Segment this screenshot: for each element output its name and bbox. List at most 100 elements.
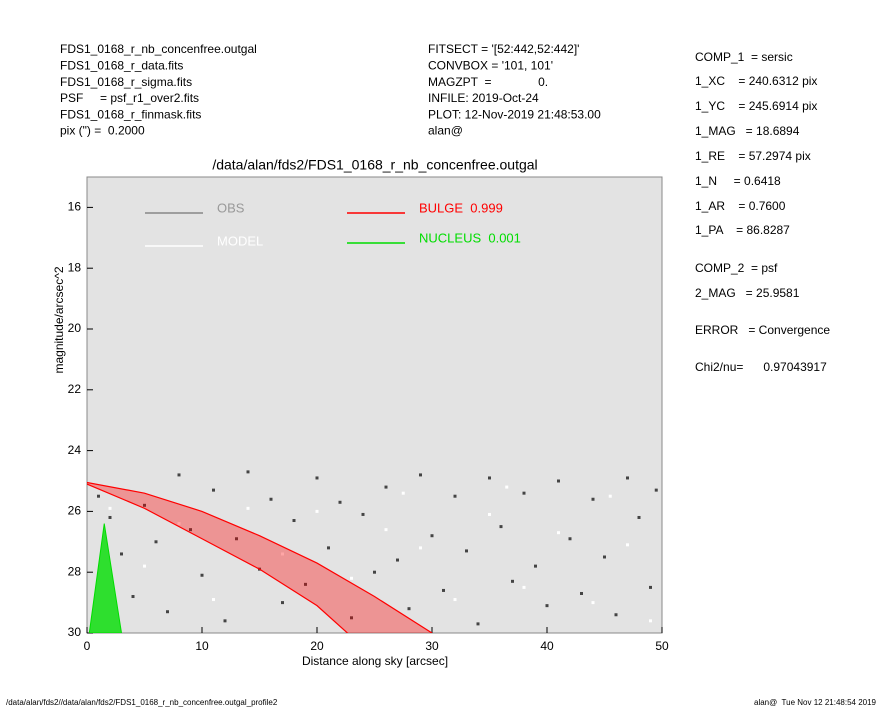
header-text: alan@	[428, 124, 463, 138]
data-point	[292, 519, 296, 523]
model-lower	[87, 483, 349, 633]
data-point	[212, 598, 215, 602]
data-point	[488, 476, 491, 480]
data-point	[327, 546, 330, 550]
header-text: FDS1_0168_r_nb_concenfree.outgal	[60, 42, 257, 56]
x-tick-label: 10	[195, 639, 209, 653]
data-point	[143, 564, 146, 568]
header-text: PSF = psf_r1_over2.fits	[60, 91, 199, 105]
y-tick-label: 22	[68, 382, 82, 396]
x-tick-label: 30	[425, 639, 439, 653]
data-point	[235, 537, 238, 541]
model-upper	[87, 481, 433, 633]
fit-parameter: COMP_1 = sersic	[695, 50, 793, 64]
x-tick-label: 20	[310, 639, 324, 653]
data-point	[614, 613, 618, 617]
data-point	[626, 543, 629, 547]
data-point	[396, 558, 399, 562]
plot-marks	[87, 470, 658, 633]
data-point	[315, 476, 319, 480]
data-point	[591, 497, 595, 501]
fit-parameter: 2_MAG = 25.9581	[695, 286, 800, 300]
header-text: pix (") = 0.2000	[60, 124, 145, 138]
data-point	[557, 531, 560, 535]
y-tick-label: 26	[68, 504, 82, 518]
data-point	[281, 601, 284, 605]
x-tick-label: 40	[540, 639, 554, 653]
data-point	[522, 491, 526, 495]
data-point	[608, 494, 612, 498]
data-point	[419, 473, 422, 477]
y-tick-label: 20	[68, 321, 82, 335]
data-point	[177, 473, 181, 477]
header-text: INFILE: 2019-Oct-24	[428, 91, 539, 105]
header-text: FITSECT = '[52:442,52:442]'	[428, 42, 579, 56]
data-point	[649, 619, 652, 623]
data-point	[401, 491, 405, 495]
data-point	[534, 564, 537, 568]
data-point	[511, 579, 514, 583]
data-point	[430, 534, 434, 538]
data-point	[350, 616, 353, 620]
data-point	[246, 506, 250, 510]
data-point	[453, 598, 457, 602]
data-point	[384, 485, 388, 489]
data-point	[97, 494, 100, 498]
fit-parameter: 1_AR = 0.7600	[695, 199, 786, 213]
footer-date: alan@ Tue Nov 12 21:48:54 2019	[754, 698, 877, 707]
data-point	[269, 497, 273, 501]
plot-area	[86, 176, 663, 634]
data-point	[488, 512, 491, 516]
data-point	[568, 537, 572, 541]
x-axis-label: Distance along sky [arcsec]	[302, 654, 448, 668]
data-point	[557, 479, 560, 483]
data-point	[189, 528, 192, 532]
data-point	[442, 588, 445, 592]
chart-title: /data/alan/fds2/FDS1_0168_r_nb_concenfre…	[212, 157, 537, 173]
data-point	[591, 601, 595, 605]
y-tick-label: 30	[68, 625, 82, 639]
x-tick-label: 0	[84, 639, 91, 653]
data-point	[505, 485, 509, 489]
model-band	[87, 482, 432, 633]
data-point	[465, 549, 468, 553]
data-point	[166, 610, 169, 614]
data-point	[108, 506, 112, 510]
data-point	[108, 515, 112, 519]
fit-parameter: 1_PA = 86.8287	[695, 223, 790, 237]
data-point	[373, 570, 376, 574]
y-tick-label: 28	[68, 564, 82, 578]
fit-parameter: COMP_2 = psf	[695, 261, 778, 275]
data-point	[603, 555, 606, 559]
data-point	[281, 552, 284, 556]
data-point	[626, 476, 629, 480]
data-point	[419, 546, 422, 550]
data-point	[200, 573, 204, 577]
legend-label: OBS	[217, 200, 245, 215]
data-point	[338, 500, 342, 504]
data-point	[522, 585, 526, 589]
y-axis-label: magnitude/arcsec^2	[52, 266, 66, 373]
data-point	[407, 607, 411, 611]
data-point	[476, 622, 480, 626]
x-tick-label: 50	[655, 639, 669, 653]
fit-parameter: 1_N = 0.6418	[695, 174, 781, 188]
fit-parameter: 1_YC = 245.6914 pix	[695, 99, 817, 113]
header-text: FDS1_0168_r_data.fits	[60, 58, 183, 72]
header-text: FDS1_0168_r_finmask.fits	[60, 107, 201, 121]
header-text: FDS1_0168_r_sigma.fits	[60, 75, 192, 89]
data-point	[649, 585, 652, 589]
data-point	[499, 525, 503, 529]
data-point	[545, 604, 549, 608]
data-point	[304, 582, 307, 586]
fit-parameter: 1_RE = 57.2974 pix	[695, 149, 811, 163]
footer-path: /data/alan/fds2//data/alan/fds2/FDS1_016…	[6, 698, 278, 707]
header-text: CONVBOX = '101, 101'	[428, 58, 553, 72]
data-point	[246, 470, 250, 474]
data-point	[580, 591, 583, 595]
fit-parameter: Chi2/nu= 0.97043917	[695, 360, 827, 374]
y-tick-label: 18	[68, 260, 82, 274]
header-text: PLOT: 12-Nov-2019 21:48:53.00	[428, 107, 601, 121]
fit-parameter: 1_XC = 240.6312 pix	[695, 74, 817, 88]
